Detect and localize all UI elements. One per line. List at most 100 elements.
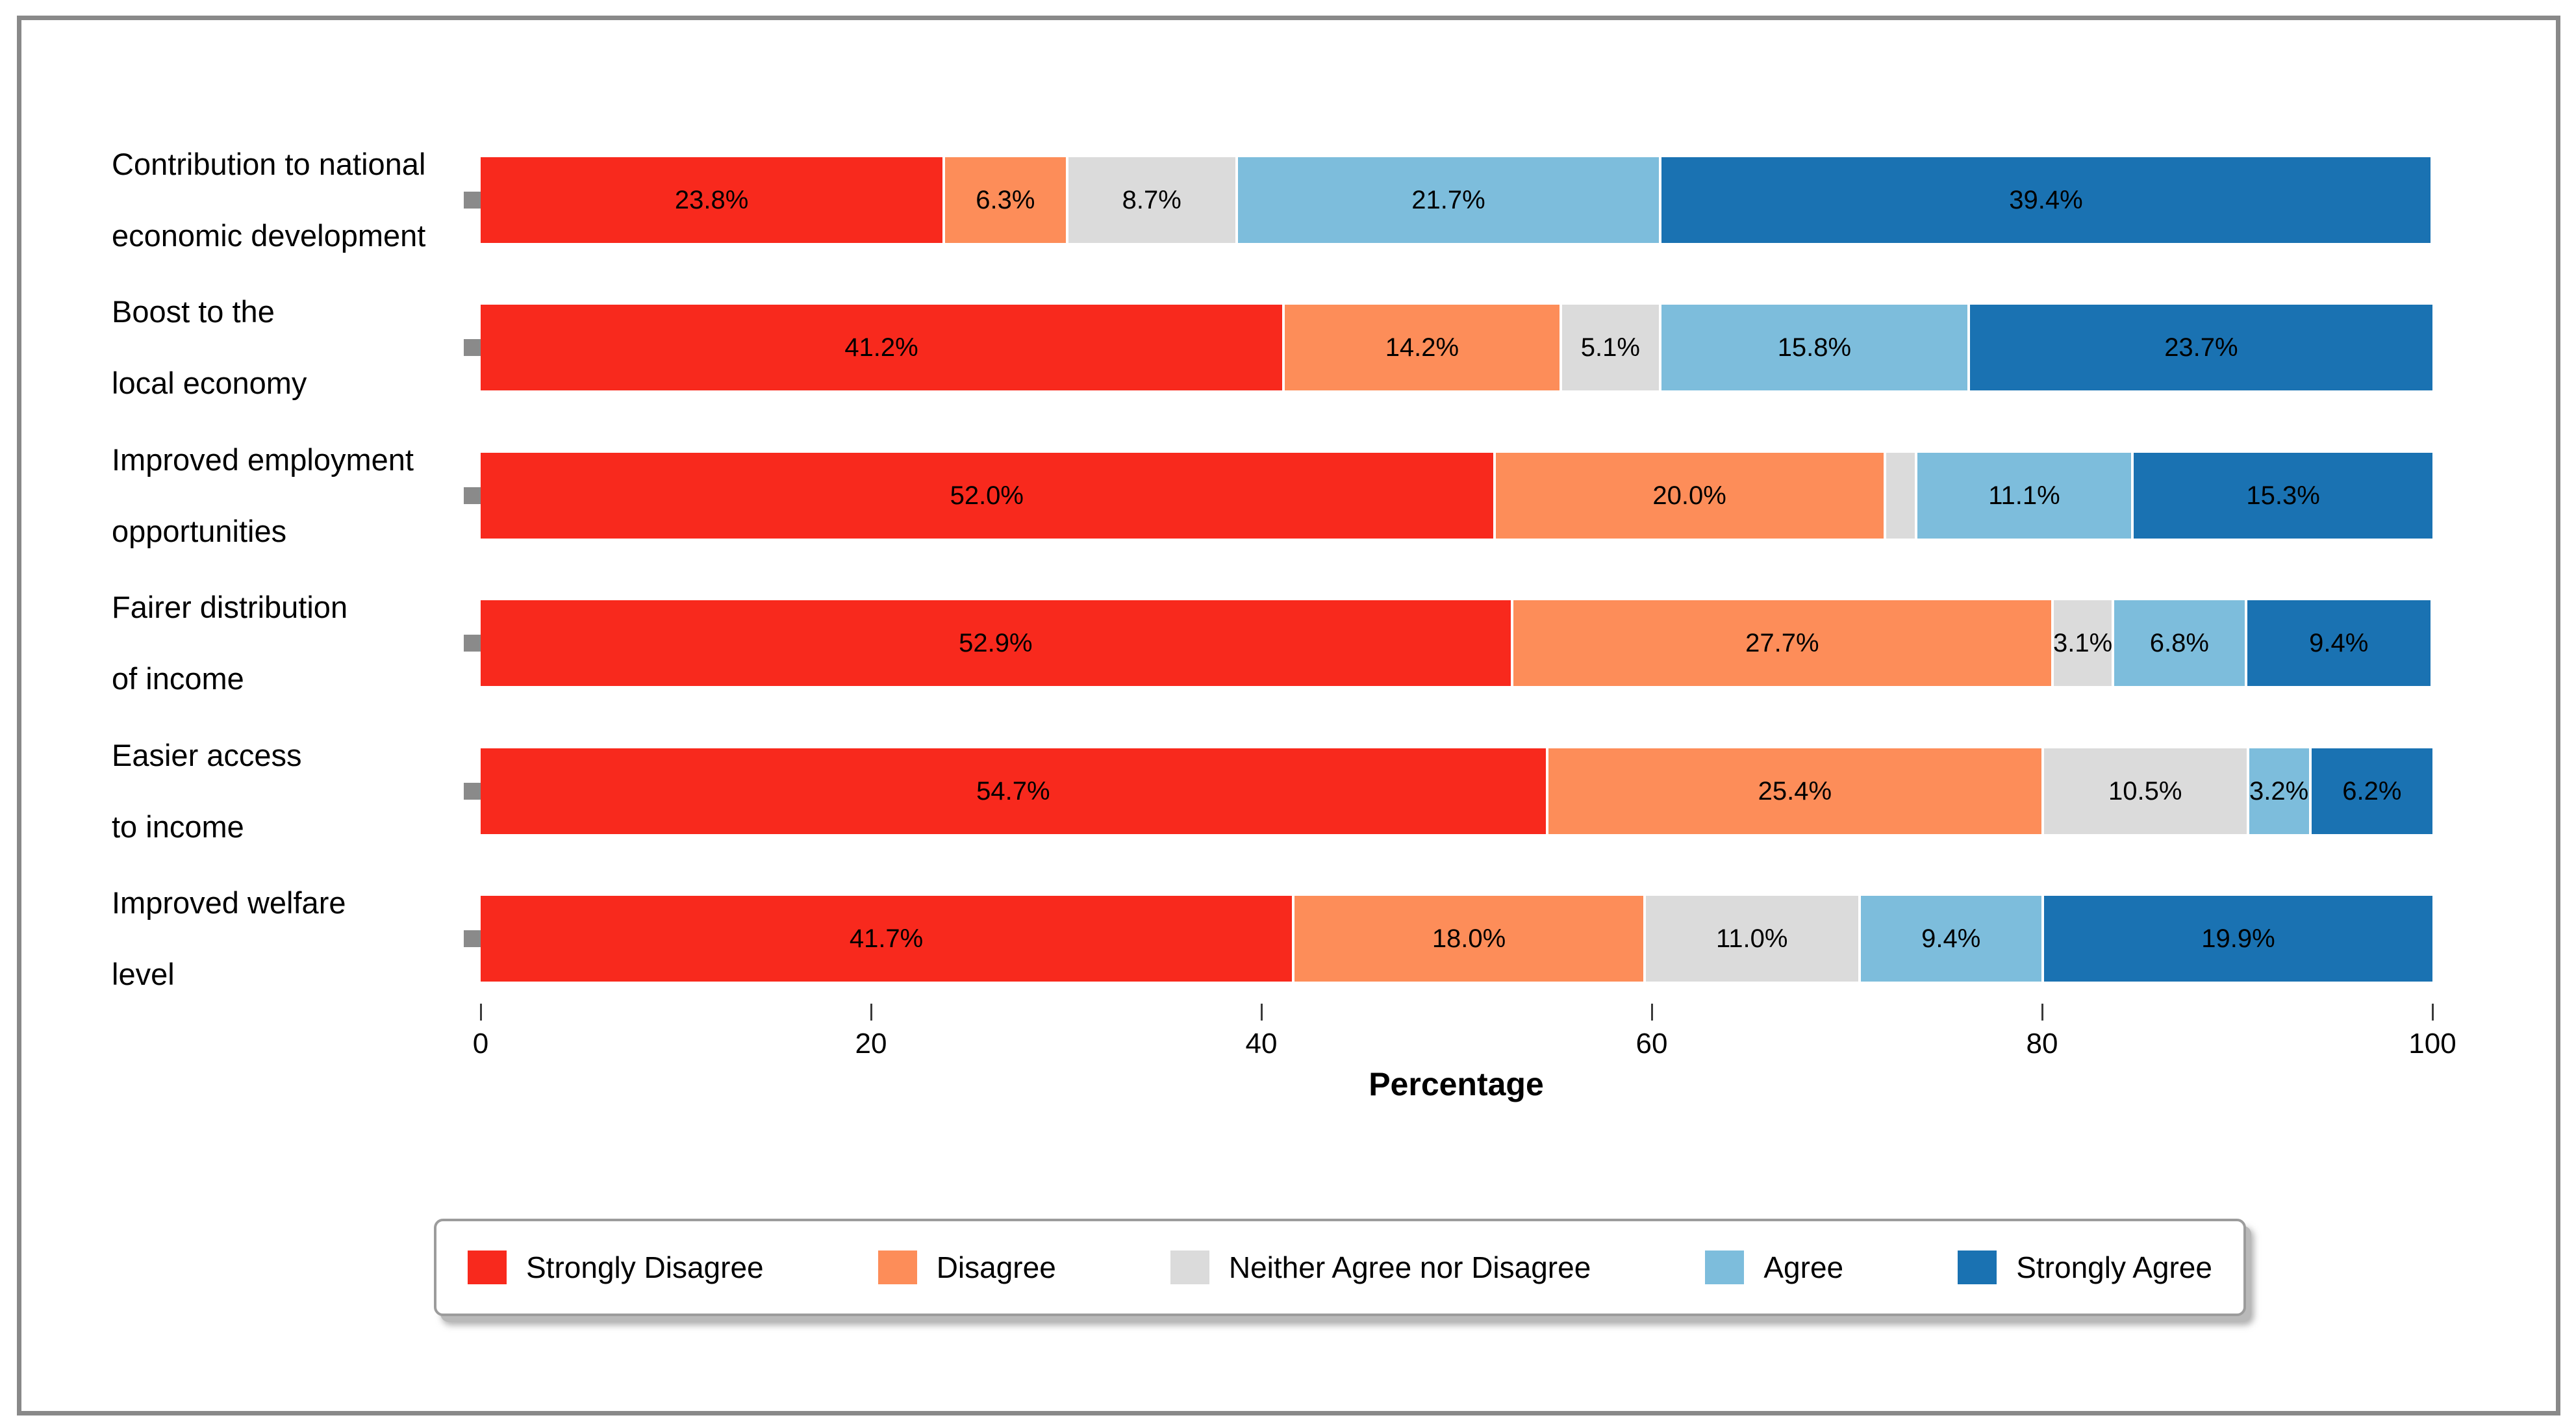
x-axis-tick-line — [1650, 1004, 1653, 1021]
bar-segment-value-label: 41.2% — [844, 333, 918, 362]
bar-segment-value-label: 23.8% — [674, 185, 749, 214]
bar-segment: 15.3% — [2134, 453, 2432, 539]
bar-row: 41.2% 14.2% 5.1% 15.8% 23.7% — [481, 305, 2432, 390]
bar-segment: 11.1% — [1917, 453, 2134, 539]
bar-segment: 41.7% — [481, 896, 1295, 982]
x-axis-tick-line — [2041, 1004, 2043, 1021]
x-axis-tick-line — [2431, 1004, 2434, 1021]
category-label-line: Boost to the — [112, 294, 275, 329]
bar-segment-value-label: 3.2% — [2249, 776, 2309, 806]
bar-segment-value-label: 15.3% — [2246, 481, 2320, 510]
category-label: Improved employment opportunities — [112, 424, 475, 567]
legend-color-swatch — [878, 1251, 917, 1284]
bar-segment-value-label: 52.9% — [959, 628, 1033, 657]
y-axis-tick-marker — [464, 339, 481, 356]
bar-segment: 20.0% — [1495, 453, 1886, 539]
legend-item: Disagree — [878, 1250, 1056, 1285]
bar-segment-value-label: 3.1% — [2053, 628, 2113, 657]
x-axis-tick-line — [870, 1004, 872, 1021]
category-label-line: Improved employment — [112, 442, 414, 477]
bar-segment: 19.9% — [2044, 896, 2432, 982]
bar-segment — [1886, 453, 1917, 539]
bar-segment: 8.7% — [1068, 157, 1238, 243]
legend-color-swatch — [1705, 1251, 1745, 1284]
bar-segment: 3.2% — [2249, 748, 2312, 834]
y-axis-tick-marker — [464, 635, 481, 652]
bar-segment-value-label: 6.8% — [2149, 628, 2209, 657]
bar-segment-value-label: 54.7% — [976, 776, 1050, 806]
bar-segment-value-label: 8.7% — [1122, 185, 1181, 214]
x-axis-tick-label: 80 — [2026, 1028, 2058, 1060]
bar-segment: 23.8% — [481, 157, 946, 243]
category-label-line: economic development — [112, 218, 426, 253]
legend-color-swatch — [468, 1251, 507, 1284]
category-label-line: Easier access — [112, 738, 302, 772]
bar-segment-value-label: 6.2% — [2342, 776, 2402, 806]
legend-item-label: Strongly Agree — [2016, 1251, 2212, 1284]
bar-segment: 6.2% — [2311, 748, 2432, 834]
bar-segment-value-label: 6.3% — [976, 185, 1035, 214]
bar-segment-value-label: 9.4% — [1921, 924, 1981, 953]
x-axis-tick-line — [479, 1004, 482, 1021]
bar-segment-value-label: 5.1% — [1580, 333, 1640, 362]
x-axis-tick-label: 40 — [1245, 1028, 1278, 1060]
bar-segment-value-label: 20.0% — [1652, 481, 1726, 510]
bar-row: 23.8% 6.3% 8.7% 21.7% 39.4% — [481, 157, 2432, 243]
bar-segment-value-label: 19.9% — [2201, 924, 2275, 953]
bar-segment: 3.1% — [2053, 600, 2115, 686]
bar-segment: 5.1% — [1561, 305, 1662, 390]
bar-segment: 15.8% — [1661, 305, 1970, 390]
bar-segment: 27.7% — [1513, 600, 2054, 686]
bar-segment: 52.0% — [481, 453, 1496, 539]
bar-segment-value-label: 27.7% — [1745, 628, 1819, 657]
bar-segment: 54.7% — [481, 748, 1548, 834]
bar-segment: 10.5% — [2044, 748, 2249, 834]
category-label-line: local economy — [112, 366, 307, 400]
bar-segment-value-label: 14.2% — [1385, 333, 1459, 362]
category-label: Easier access to income — [112, 720, 475, 863]
category-label: Boost to the local economy — [112, 276, 475, 419]
legend-color-swatch — [1958, 1251, 1997, 1284]
bar-segment: 9.4% — [1860, 896, 2044, 982]
bar-segment-value-label: 15.8% — [1777, 333, 1852, 362]
category-label-line: Contribution to national — [112, 147, 426, 181]
bar-segment-value-label: 18.0% — [1432, 924, 1506, 953]
bar-segment: 11.0% — [1645, 896, 1861, 982]
x-axis-title: Percentage — [1369, 1066, 1544, 1102]
bar-segment: 39.4% — [1661, 157, 2431, 243]
legend-item-label: Neither Agree nor Disagree — [1228, 1251, 1591, 1284]
category-label: Fairer distribution of income — [112, 572, 475, 715]
x-axis-tick-line — [1260, 1004, 1263, 1021]
bar-segment-value-label: 11.0% — [1716, 924, 1788, 953]
x-axis-tick-label: 100 — [2408, 1028, 2456, 1060]
bar-segment: 21.7% — [1237, 157, 1662, 243]
legend-item: Neither Agree nor Disagree — [1170, 1250, 1591, 1285]
bar-row: 52.9% 27.7% 3.1% 6.8% 9.4% — [481, 600, 2432, 686]
chart-outer-frame — [17, 16, 2560, 1416]
x-axis-tick-label: 0 — [472, 1028, 489, 1060]
bar-segment-value-label: 25.4% — [1758, 776, 1832, 806]
legend-item: Strongly Agree — [1958, 1250, 2212, 1285]
bar-segment: 6.3% — [945, 157, 1068, 243]
bar-segment-value-label: 52.0% — [950, 481, 1024, 510]
bar-segment: 9.4% — [2247, 600, 2431, 686]
legend-item: Agree — [1705, 1250, 1843, 1285]
bar-segment-value-label: 41.7% — [849, 924, 924, 953]
category-label: Improved welfare level — [112, 867, 475, 1010]
bar-segment: 25.4% — [1548, 748, 2044, 834]
y-axis-tick-marker — [464, 930, 481, 947]
category-label: Contribution to national economic develop… — [112, 129, 475, 272]
bar-segment-value-label: 23.7% — [2164, 333, 2238, 362]
bar-segment: 6.8% — [2114, 600, 2247, 686]
bar-row: 54.7% 25.4% 10.5% 3.2% 6.2% — [481, 748, 2432, 834]
bar-segment-value-label: 9.4% — [2309, 628, 2369, 657]
category-label-line: of income — [112, 661, 244, 696]
bar-segment: 23.7% — [1969, 305, 2432, 390]
category-label-line: to income — [112, 809, 244, 844]
bar-segment-value-label: 21.7% — [1411, 185, 1485, 214]
legend: Strongly Disagree Disagree Neither Agree n… — [434, 1219, 2246, 1316]
bar-segment-value-label: 39.4% — [2009, 185, 2083, 214]
bar-row: 41.7% 18.0% 11.0% 9.4% 19.9% — [481, 896, 2432, 982]
x-axis-tick-label: 60 — [1635, 1028, 1668, 1060]
bar-segment: 41.2% — [481, 305, 1285, 390]
